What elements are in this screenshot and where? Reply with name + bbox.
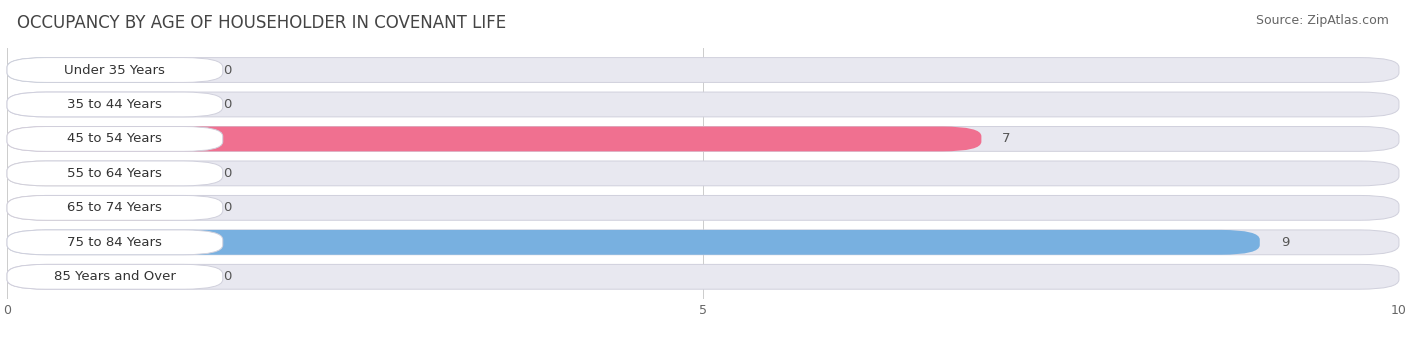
Text: 7: 7	[1002, 133, 1011, 146]
FancyBboxPatch shape	[7, 230, 1399, 255]
FancyBboxPatch shape	[7, 265, 222, 289]
Text: OCCUPANCY BY AGE OF HOUSEHOLDER IN COVENANT LIFE: OCCUPANCY BY AGE OF HOUSEHOLDER IN COVEN…	[17, 14, 506, 32]
FancyBboxPatch shape	[7, 195, 202, 220]
Text: 65 to 74 Years: 65 to 74 Years	[67, 201, 162, 214]
FancyBboxPatch shape	[7, 230, 1260, 255]
Text: 45 to 54 Years: 45 to 54 Years	[67, 133, 162, 146]
FancyBboxPatch shape	[7, 126, 981, 151]
FancyBboxPatch shape	[7, 126, 1399, 151]
FancyBboxPatch shape	[7, 57, 222, 82]
Text: 35 to 44 Years: 35 to 44 Years	[67, 98, 162, 111]
Text: 75 to 84 Years: 75 to 84 Years	[67, 236, 162, 249]
Text: 0: 0	[222, 270, 231, 283]
Text: 0: 0	[222, 98, 231, 111]
Text: 9: 9	[1281, 236, 1289, 249]
Text: 0: 0	[222, 167, 231, 180]
FancyBboxPatch shape	[7, 92, 222, 117]
FancyBboxPatch shape	[7, 92, 1399, 117]
FancyBboxPatch shape	[7, 265, 202, 289]
FancyBboxPatch shape	[7, 92, 202, 117]
FancyBboxPatch shape	[7, 57, 202, 82]
FancyBboxPatch shape	[7, 161, 222, 186]
Text: Under 35 Years: Under 35 Years	[65, 64, 166, 76]
Text: 0: 0	[222, 64, 231, 76]
Text: 85 Years and Over: 85 Years and Over	[53, 270, 176, 283]
Text: 0: 0	[222, 201, 231, 214]
FancyBboxPatch shape	[7, 57, 1399, 82]
FancyBboxPatch shape	[7, 161, 202, 186]
Text: 55 to 64 Years: 55 to 64 Years	[67, 167, 162, 180]
FancyBboxPatch shape	[7, 265, 1399, 289]
FancyBboxPatch shape	[7, 195, 222, 220]
FancyBboxPatch shape	[7, 126, 222, 151]
FancyBboxPatch shape	[7, 195, 1399, 220]
FancyBboxPatch shape	[7, 230, 222, 255]
Text: Source: ZipAtlas.com: Source: ZipAtlas.com	[1256, 14, 1389, 27]
FancyBboxPatch shape	[7, 161, 1399, 186]
